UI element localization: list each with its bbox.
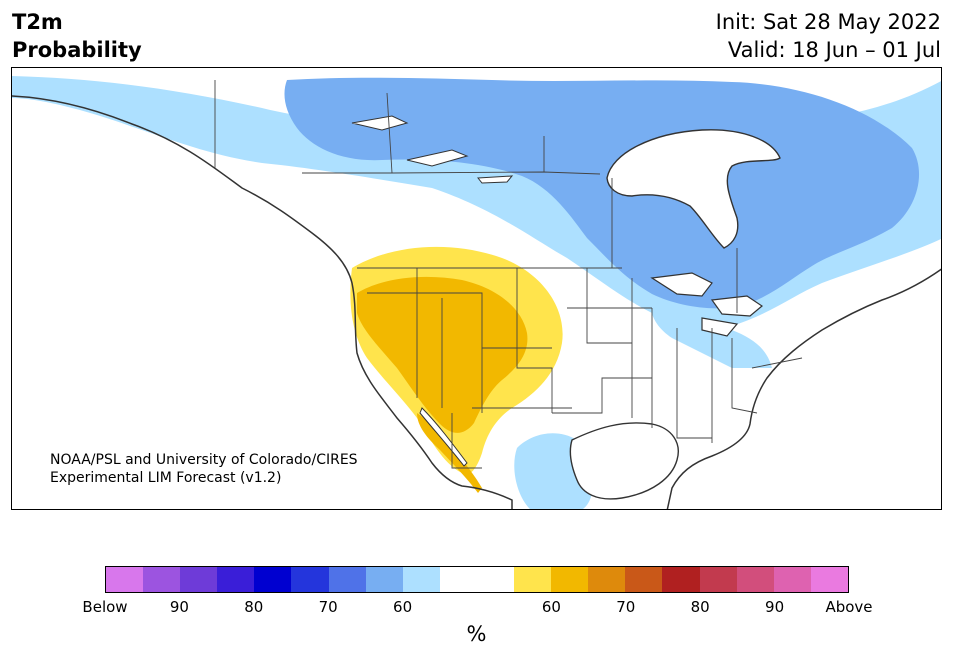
below-65-region <box>284 77 920 309</box>
colorbar-cell <box>514 567 552 592</box>
baja-gulf <box>419 407 468 467</box>
colorbar <box>105 566 849 593</box>
colorbar-tick-label: 80 <box>244 598 264 616</box>
above-65-baja <box>417 413 482 493</box>
colorbar-tick-label: Below <box>82 598 128 616</box>
arctic-islands <box>351 115 514 184</box>
credit-line-1: NOAA/PSL and University of Colorado/CIRE… <box>50 452 358 468</box>
colorbar-tick-label: 70 <box>616 598 636 616</box>
colorbar-tick-label: 70 <box>318 598 338 616</box>
colorbar-cell <box>476 567 515 592</box>
map-svg: NOAA/PSL and University of Colorado/CIRE… <box>12 68 941 509</box>
forecast-dates: Init: Sat 28 May 2022 Valid: 18 Jun – 01… <box>716 8 941 64</box>
hudson-bay <box>606 129 781 249</box>
colorbar-cell <box>551 567 589 592</box>
colorbar-cell <box>736 567 774 592</box>
colorbar-cell <box>180 567 218 592</box>
political-borders <box>214 80 803 469</box>
colorbar-cell <box>402 567 440 592</box>
chart-title: T2m Probability <box>12 8 142 64</box>
valid-date: Valid: 18 Jun – 01 Jul <box>727 38 941 62</box>
colorbar-tick-label: 80 <box>690 598 710 616</box>
colorbar-cell <box>699 567 737 592</box>
colorbar-unit: % <box>466 622 487 646</box>
great-lakes <box>650 272 764 337</box>
colorbar-cell <box>291 567 329 592</box>
colorbar-cell <box>217 567 255 592</box>
subtitle-label: Probability <box>12 38 142 62</box>
colorbar-cell <box>662 567 700 592</box>
colorbar-cell <box>328 567 366 592</box>
colorbar-cell <box>588 567 626 592</box>
colorbar-cell <box>365 567 403 592</box>
colorbar-cell <box>143 567 181 592</box>
colorbar-cell <box>773 567 811 592</box>
colorbar-tick-label: 60 <box>541 598 561 616</box>
colorbar-cell <box>254 567 292 592</box>
colorbar-cell <box>439 567 477 592</box>
gulf-of-mexico <box>569 422 679 500</box>
colorbar-cell <box>810 567 848 592</box>
colorbar-tick-label: 90 <box>765 598 785 616</box>
colorbar-tick-label: 60 <box>393 598 413 616</box>
map-panel: NOAA/PSL and University of Colorado/CIRE… <box>11 67 942 510</box>
colorbar-cell <box>625 567 663 592</box>
variable-label: T2m <box>12 10 63 34</box>
east-coastline <box>666 268 941 509</box>
init-date: Init: Sat 28 May 2022 <box>715 10 941 34</box>
colorbar-cell <box>106 567 144 592</box>
colorbar-tick-label: 90 <box>169 598 189 616</box>
coastline <box>12 95 513 509</box>
colorbar-tick-label: Above <box>825 598 873 616</box>
colorbar-ticks: Below 90 80 70 60 60 70 80 90 Above <box>0 598 953 620</box>
credit-line-2: Experimental LIM Forecast (v1.2) <box>50 470 281 486</box>
